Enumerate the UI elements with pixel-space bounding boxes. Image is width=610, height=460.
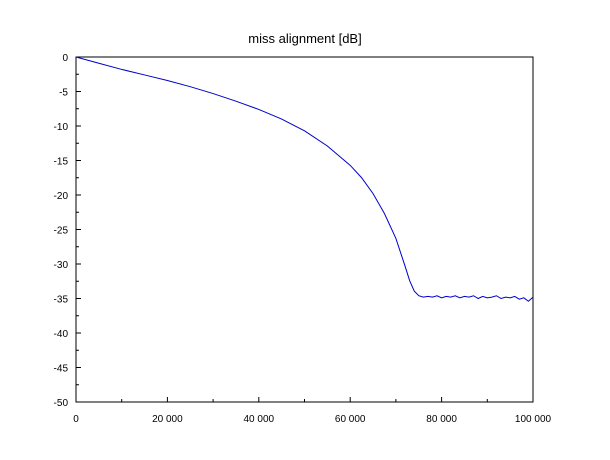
y-tick-label: -5 — [59, 88, 68, 99]
y-tick-label: -25 — [54, 226, 69, 237]
x-tick-label: 20 000 — [152, 414, 183, 425]
plot-frame — [75, 56, 534, 403]
y-tick-label: -10 — [54, 122, 69, 133]
x-axis: 0 20 000 40 000 60 000 80 000 100 000 — [73, 397, 552, 425]
y-tick-label: -45 — [54, 364, 69, 375]
y-axis: 0 -5 -10 -15 -20 -25 -30 -35 -40 -45 -50 — [54, 53, 81, 409]
x-tick-label: 60 000 — [335, 414, 366, 425]
y-tick-label: -40 — [54, 329, 69, 340]
y-tick-label: 0 — [62, 53, 68, 64]
series-line — [75, 56, 534, 302]
y-tick-label: -30 — [54, 260, 69, 271]
x-tick-label: 40 000 — [244, 414, 275, 425]
y-tick-label: -35 — [54, 295, 69, 306]
x-tick-label: 80 000 — [426, 414, 457, 425]
y-tick-label: -20 — [54, 191, 69, 202]
chart-title: miss alignment [dB] — [248, 31, 361, 46]
y-tick-label: -15 — [54, 157, 69, 168]
x-tick-label: 100 000 — [515, 414, 552, 425]
x-tick-label: 0 — [73, 414, 79, 425]
y-tick-label: -50 — [54, 398, 69, 409]
